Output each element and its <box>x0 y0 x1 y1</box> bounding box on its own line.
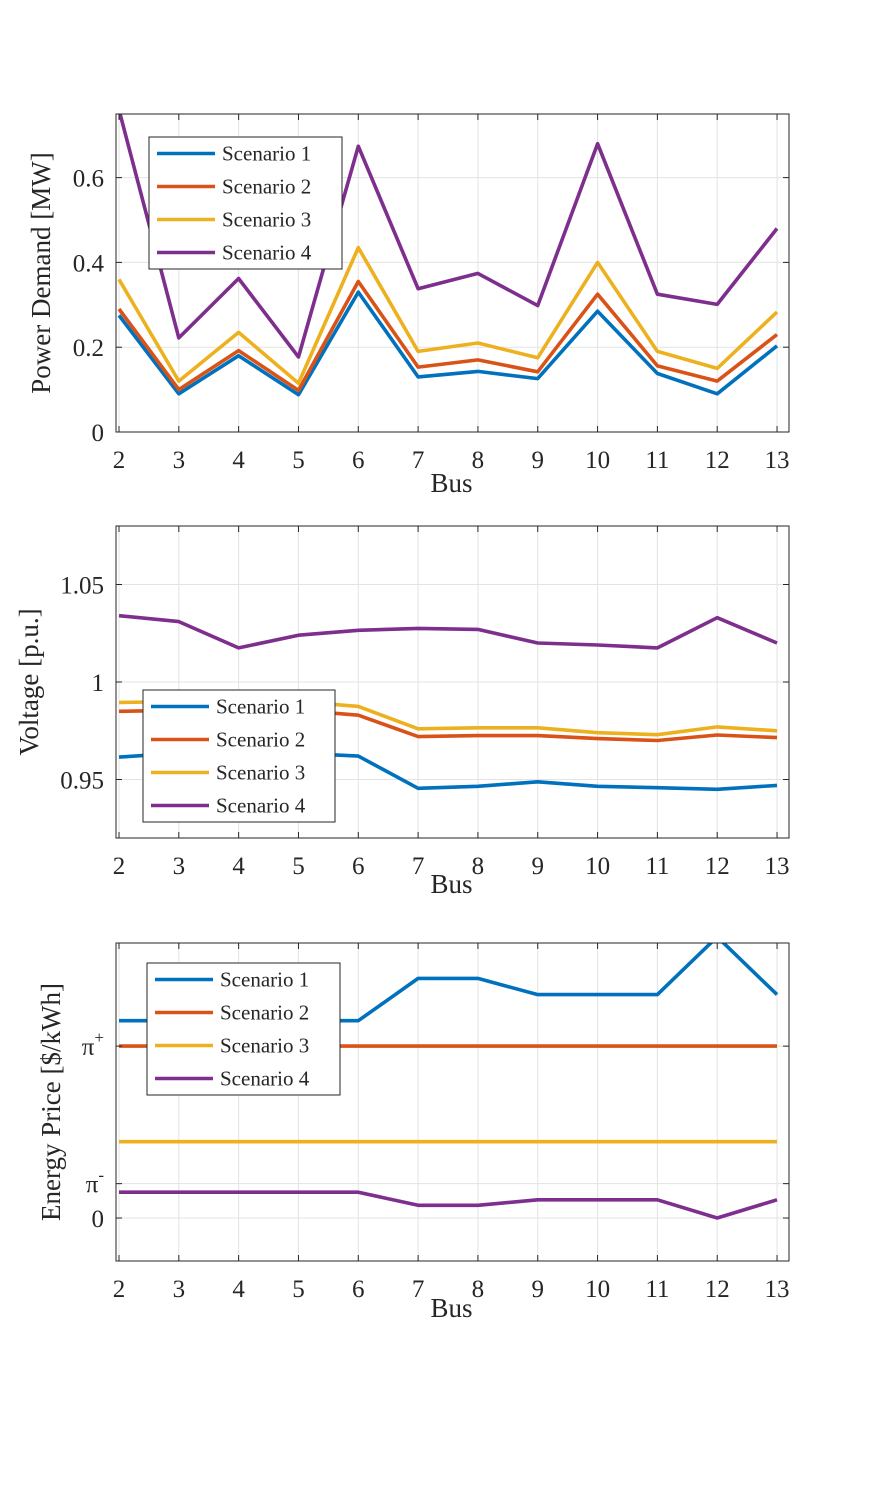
x-tick-label: 4 <box>232 853 245 880</box>
x-axis-label: Bus <box>430 468 472 498</box>
y-tick-label-superscript: - <box>98 1166 104 1185</box>
series-line-scenario-4 <box>118 613 778 650</box>
y-tick-label: π+ <box>82 1028 104 1061</box>
x-axis-label: Bus <box>430 869 472 899</box>
x-tick-label: 10 <box>585 447 610 474</box>
legend-box <box>146 962 341 1096</box>
y-axis-label: Power Demand [MW] <box>26 152 56 393</box>
x-tick-label: 6 <box>352 1276 365 1303</box>
legend-label-scenario-3: Scenario 3 <box>216 761 305 785</box>
x-tick-label: 4 <box>232 447 245 474</box>
y-tick-label: 0.2 <box>73 335 104 362</box>
y-tick-label: 0 <box>92 1206 105 1233</box>
x-tick-label: 8 <box>472 1276 485 1303</box>
x-tick-label: 10 <box>585 853 610 880</box>
x-tick-label: 3 <box>173 447 186 474</box>
subplot-3: 2 3 4 5 6 7 8 9 10 11 12 13 0 π-π+ Bus Energy Price [$/… <box>36 942 790 1323</box>
legend-label-scenario-1: Scenario 1 <box>222 142 311 166</box>
legend-label-scenario-3: Scenario 3 <box>222 208 311 232</box>
x-tick-label: 6 <box>352 853 365 880</box>
x-tick-label: 7 <box>412 447 425 474</box>
legend-label-scenario-4: Scenario 4 <box>220 1067 310 1091</box>
x-tick-label: 3 <box>173 1276 186 1303</box>
y-tick-label: 0 <box>92 420 105 447</box>
legend-label-scenario-1: Scenario 1 <box>216 695 305 719</box>
x-tick-label: 12 <box>705 1276 730 1303</box>
x-tick-label: 10 <box>585 1276 610 1303</box>
legend-label-scenario-2: Scenario 2 <box>220 1001 309 1025</box>
x-tick-label: 12 <box>705 447 730 474</box>
series-line-scenario-3 <box>117 245 779 386</box>
x-tick-label: 13 <box>765 853 790 880</box>
y-tick-label-superscript: + <box>94 1028 104 1047</box>
legend-label-scenario-4: Scenario 4 <box>216 794 306 818</box>
legend: Scenario 1 Scenario 2 Scenario 3 Scenario 4 <box>146 962 341 1096</box>
x-tick-label: 7 <box>412 853 425 880</box>
legend-label-scenario-2: Scenario 2 <box>222 175 311 199</box>
x-tick-label: 11 <box>645 447 669 474</box>
y-axis-label: Energy Price [$/kWh] <box>36 983 66 1221</box>
y-tick-label: 1 <box>92 670 105 697</box>
x-tick-label: 2 <box>113 447 126 474</box>
x-tick-label: 9 <box>531 853 544 880</box>
x-tick-label: 9 <box>531 1276 544 1303</box>
x-tick-label: 13 <box>765 447 790 474</box>
y-tick-label: 1.05 <box>60 573 104 600</box>
x-tick-label: 8 <box>472 853 485 880</box>
x-tick-label: 7 <box>412 1276 425 1303</box>
legend-label-scenario-2: Scenario 2 <box>216 728 305 752</box>
axes-box <box>115 113 790 433</box>
x-tick-label: 4 <box>232 1276 245 1303</box>
series-line-scenario-4 <box>118 114 779 359</box>
x-tick-label: 12 <box>705 853 730 880</box>
y-tick-label: 0.95 <box>60 768 104 795</box>
y-tick-label: 0.4 <box>73 250 105 277</box>
x-tick-label: 11 <box>645 853 669 880</box>
legend: Scenario 1 Scenario 2 Scenario 3 Scenario 4 <box>142 689 336 823</box>
y-axis-label: Voltage [p.u.] <box>14 608 44 755</box>
legend-box <box>148 136 343 270</box>
x-tick-label: 5 <box>292 1276 305 1303</box>
legend-box <box>142 689 336 823</box>
x-tick-label: 11 <box>645 1276 669 1303</box>
x-tick-label: 5 <box>292 853 305 880</box>
series-line-scenario-4 <box>119 1190 778 1220</box>
subplot-1: 2 3 4 5 6 7 8 9 10 11 12 13 0 0.2 0.4 0.6 Bus Power Deman… <box>26 113 790 498</box>
x-tick-label: 5 <box>292 447 305 474</box>
x-tick-label: 8 <box>472 447 485 474</box>
series-line-scenario-2 <box>117 279 779 393</box>
y-tick-label: 0.6 <box>73 166 104 193</box>
x-tick-label: 2 <box>113 1276 126 1303</box>
series-line-scenario-1 <box>117 290 779 397</box>
legend-label-scenario-4: Scenario 4 <box>222 241 312 265</box>
subplot-2: 2 3 4 5 6 7 8 9 10 11 12 13 0.95 1 1.05 Bus Voltage [p.u… <box>14 525 790 899</box>
legend-label-scenario-1: Scenario 1 <box>220 968 309 992</box>
legend: Scenario 1 Scenario 2 Scenario 3 Scenario 4 <box>148 136 343 270</box>
y-tick-label: π- <box>86 1166 105 1199</box>
axes-box <box>115 942 790 1262</box>
x-tick-label: 2 <box>113 853 126 880</box>
x-tick-label: 6 <box>352 447 365 474</box>
legend-label-scenario-3: Scenario 3 <box>220 1034 309 1058</box>
series-group <box>117 114 779 397</box>
x-axis-label: Bus <box>430 1293 472 1323</box>
x-tick-label: 3 <box>173 853 186 880</box>
x-tick-label: 9 <box>531 447 544 474</box>
x-tick-label: 13 <box>765 1276 790 1303</box>
